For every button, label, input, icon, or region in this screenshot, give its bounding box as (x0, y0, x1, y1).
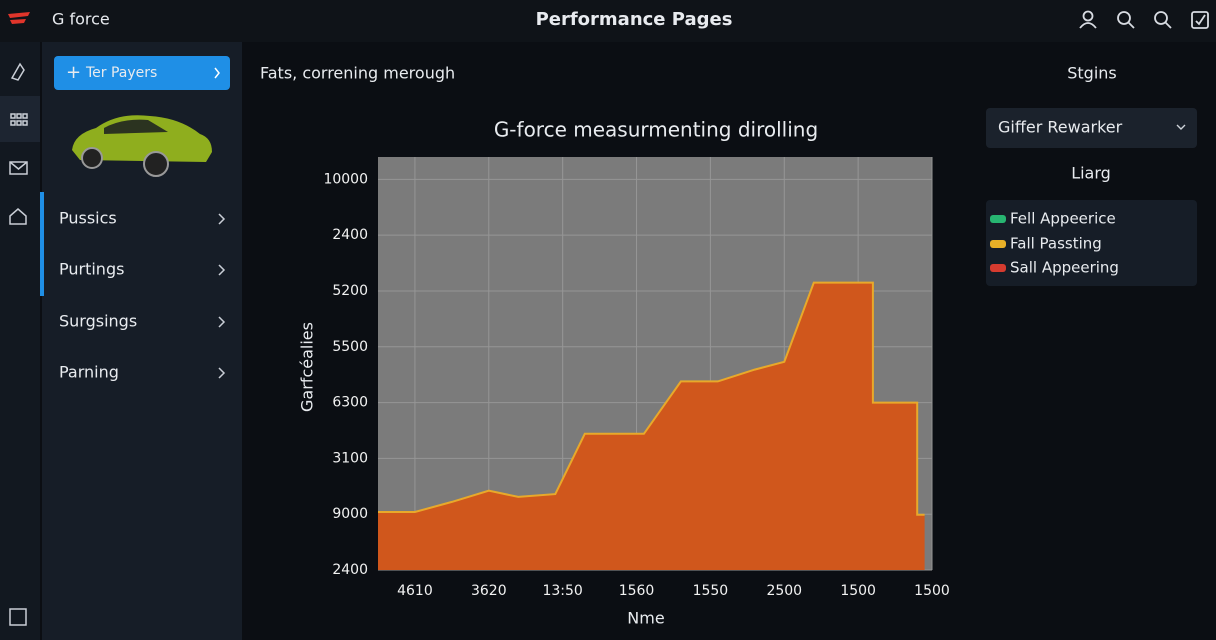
checkbox-icon[interactable] (1191, 11, 1209, 29)
y-axis-label: Garfcéalies (298, 322, 317, 412)
chevron (214, 67, 220, 79)
header-bar (0, 0, 1216, 42)
x-tick-label: 2500 (766, 583, 802, 599)
rail-icon[interactable] (9, 161, 28, 175)
rail-icon[interactable] (9, 608, 27, 626)
car-image (72, 115, 212, 177)
nav-item[interactable]: Purtings (59, 260, 124, 279)
legend-swatch (990, 215, 1006, 223)
dropdown-value[interactable]: Giffer Rewarker (998, 118, 1123, 137)
nav-indicator (40, 192, 44, 296)
panel-title: Stgins (1067, 64, 1117, 83)
legend-label: Sall Appeering (1010, 259, 1119, 277)
y-tick-label: 2400 (332, 562, 368, 578)
y-tick-label: 3100 (332, 450, 368, 466)
x-tick-label: 3620 (471, 583, 507, 599)
rail-icon[interactable] (10, 113, 28, 126)
plus-icon: + (66, 62, 81, 83)
legend-title: Liarg (1071, 164, 1111, 183)
rail-icon[interactable] (9, 208, 27, 225)
rail-icon[interactable] (10, 62, 25, 81)
y-tick-label: 2400 (332, 227, 368, 243)
x-tick-label: 1560 (619, 583, 655, 599)
x-tick-label: 4610 (397, 583, 433, 599)
x-axis-label: Nme (627, 609, 664, 628)
search-icon[interactable] (1154, 11, 1172, 29)
y-tick-label: 5200 (332, 283, 368, 299)
legend-label: Fell Appeerice (1010, 210, 1116, 228)
dropdown[interactable] (986, 108, 1197, 148)
x-tick-label: 1550 (693, 583, 729, 599)
x-tick-label: 13:50 (542, 583, 582, 599)
app-name: G force (52, 10, 110, 29)
nav-item[interactable]: Parning (59, 363, 119, 382)
sidebar-button[interactable] (54, 56, 230, 90)
legend-swatch (990, 264, 1006, 272)
chevron (218, 316, 226, 328)
search-icon[interactable] (1117, 11, 1135, 29)
legend-label: Fall Passting (1010, 235, 1102, 253)
main-heading: Fats, correning merough (260, 64, 455, 83)
legend-box (986, 200, 1197, 286)
chevron (218, 367, 226, 379)
nav-item[interactable]: Pussics (59, 209, 117, 228)
legend-swatch (990, 240, 1006, 248)
y-tick-label: 9000 (332, 506, 368, 522)
rail-active (0, 96, 40, 142)
page-title: Performance Pages (536, 9, 733, 30)
y-tick-label: 5500 (332, 339, 368, 355)
button-label[interactable]: Ter Payers (85, 65, 157, 81)
x-tick-label: 1500 (914, 583, 950, 599)
user-icon[interactable] (1079, 10, 1097, 29)
logo[interactable] (8, 12, 30, 24)
dropdown-arrow (1176, 124, 1186, 130)
chart-title: G-force measurmenting dirolling (494, 118, 818, 142)
chevron (218, 213, 226, 225)
chevron (218, 264, 226, 276)
area-line (378, 281, 925, 516)
y-tick-label: 10000 (323, 171, 368, 187)
y-tick-label: 6300 (332, 395, 368, 411)
x-tick-label: 1500 (840, 583, 876, 599)
nav-item[interactable]: Surgsings (59, 312, 137, 331)
